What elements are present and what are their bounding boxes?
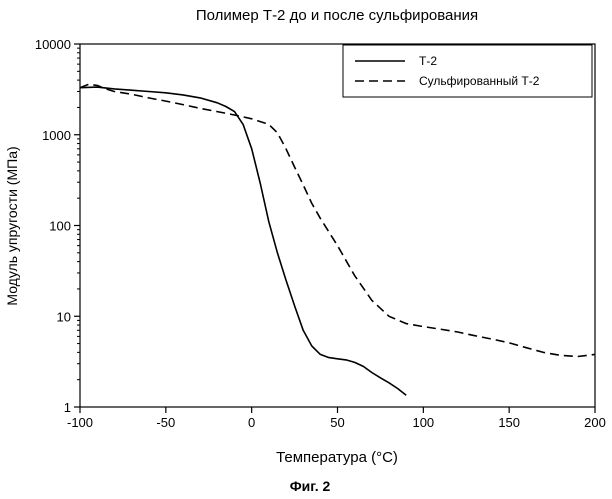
y-axis-label: Модуль упругости (МПа) (4, 146, 20, 305)
x-tick-label: -100 (67, 415, 93, 430)
series-line-t2 (80, 87, 406, 395)
x-tick-label: 200 (584, 415, 606, 430)
x-tick-label: 50 (330, 415, 344, 430)
x-axis: -100 -50 0 50 100 150 200 (67, 407, 606, 430)
x-tick-label: 150 (498, 415, 520, 430)
y-tick-label: 10 (57, 309, 71, 324)
x-axis-label: Температура (°C) (276, 449, 398, 466)
legend-label-t2: Т-2 (419, 54, 437, 68)
x-tick-label: 100 (412, 415, 434, 430)
series-line-sulfonated (80, 84, 595, 356)
y-tick-label: 1 (64, 400, 71, 415)
figure-caption: Фиг. 2 (290, 478, 331, 494)
chart-title: Полимер Т-2 до и после сульфирования (196, 7, 478, 24)
x-tick-label: 0 (248, 415, 255, 430)
plot-border (80, 44, 595, 407)
plot-area (80, 44, 595, 407)
y-tick-label: 100 (49, 219, 71, 234)
x-tick-label: -50 (156, 415, 175, 430)
legend-box (343, 45, 592, 97)
y-tick-label: 1000 (42, 128, 71, 143)
legend: Т-2 Сульфированный Т-2 (343, 45, 592, 97)
y-tick-label: 10000 (35, 37, 71, 52)
y-axis: 1 10 100 1000 10000 (35, 37, 80, 415)
series-layer (80, 84, 595, 395)
legend-label-sulfonated: Сульфированный Т-2 (419, 74, 540, 88)
